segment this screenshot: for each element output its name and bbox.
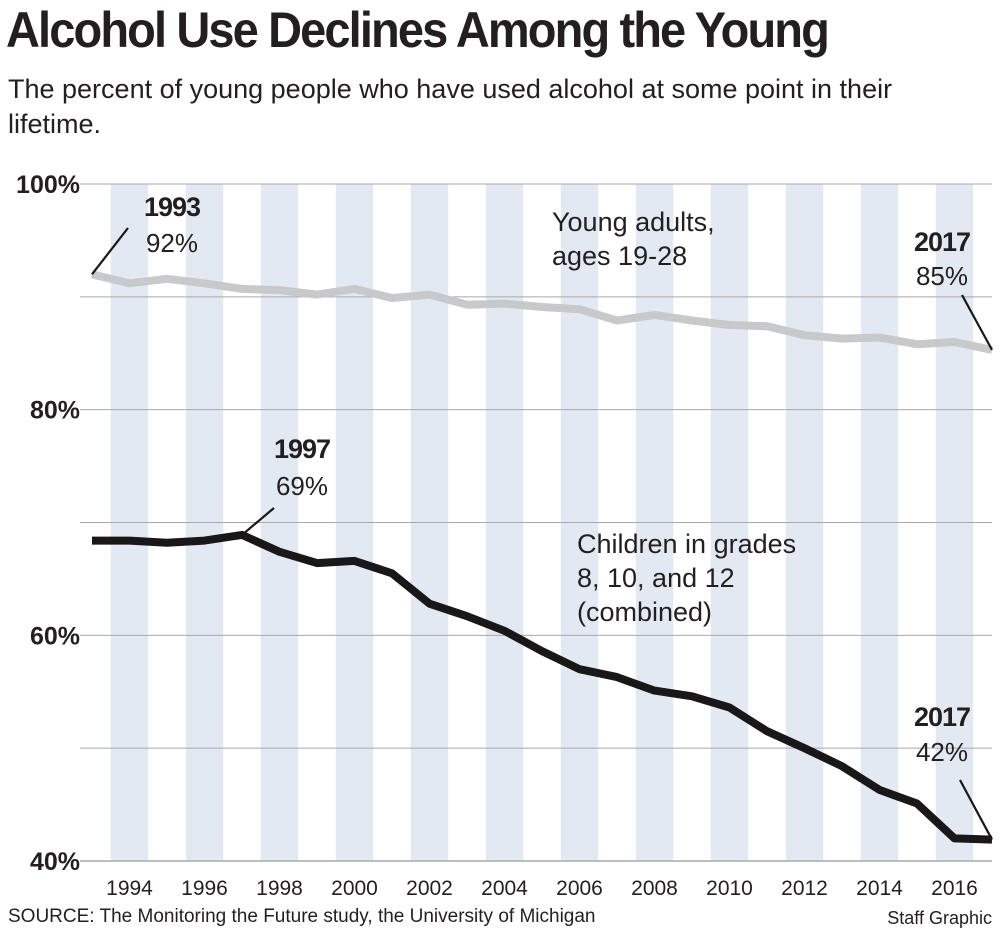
series-label-line: ages 19-28 bbox=[552, 241, 687, 271]
x-tick-label: 2010 bbox=[706, 877, 753, 900]
gridlines bbox=[80, 183, 992, 862]
annotation-year: 2017 bbox=[914, 702, 970, 732]
x-tick-label: 2000 bbox=[331, 877, 378, 900]
source-note: SOURCE: The Monitoring the Future study,… bbox=[8, 906, 596, 927]
annotation-leader bbox=[961, 294, 993, 351]
series-line-young-adults bbox=[91, 270, 993, 354]
x-axis-ticks: 1994 1996 1998 2000 2002 2004 2006 2008 2010 2012… bbox=[106, 877, 978, 900]
annotation-leaders bbox=[91, 227, 993, 841]
chart-subtitle: The percent of young people who have use… bbox=[8, 74, 893, 139]
x-tick-label: 2012 bbox=[781, 877, 828, 900]
series-lines bbox=[91, 270, 993, 844]
annotation-value: 85% bbox=[916, 261, 968, 291]
x-tick-label: 2008 bbox=[631, 877, 678, 900]
series-label: Young adults, ages 19-28 bbox=[552, 207, 715, 271]
x-tick-label: 1998 bbox=[256, 877, 303, 900]
annotation-leader bbox=[241, 507, 275, 536]
annotation-year: 1997 bbox=[274, 434, 330, 464]
y-tick-label: 60% bbox=[30, 622, 80, 650]
x-tick-label: 2016 bbox=[931, 877, 978, 900]
y-axis-ticks: 100% 80% 60% 40% bbox=[16, 171, 80, 876]
series-label: Children in grades 8, 10, and 12 (combined… bbox=[577, 529, 796, 627]
series-line-children bbox=[92, 530, 993, 844]
annotation-value: 92% bbox=[146, 228, 198, 258]
annotation-year: 2017 bbox=[914, 227, 970, 257]
series-label-line: Children in grades bbox=[577, 529, 796, 559]
annotation-value: 42% bbox=[916, 737, 968, 767]
series-label-line: Young adults, bbox=[552, 207, 715, 237]
chart-title: Alcohol Use Declines Among the Young bbox=[6, 2, 830, 58]
credit-note: Staff Graphic bbox=[887, 908, 992, 928]
x-tick-label: 1994 bbox=[106, 877, 153, 900]
series-label-line: 8, 10, and 12 bbox=[577, 563, 735, 593]
x-tick-label: 2004 bbox=[481, 877, 528, 900]
x-tick-label: 2014 bbox=[856, 877, 903, 900]
annotation-year: 1993 bbox=[144, 192, 201, 222]
line-chart: 100% 80% 60% 40% 1994 1996 1998 2000 2002 2004 20… bbox=[16, 171, 993, 900]
series-label-line: (combined) bbox=[577, 597, 712, 627]
annotation-leader bbox=[91, 227, 129, 275]
annotation-leader bbox=[959, 779, 993, 841]
x-tick-label: 1996 bbox=[181, 877, 228, 900]
x-tick-label: 2006 bbox=[556, 877, 603, 900]
y-tick-label: 100% bbox=[16, 171, 80, 199]
x-tick-label: 2002 bbox=[406, 877, 453, 900]
y-tick-label: 40% bbox=[30, 848, 80, 876]
annotations: Young adults, ages 19-28 Children in grade… bbox=[144, 192, 971, 767]
y-tick-label: 80% bbox=[30, 397, 80, 425]
annotation-value: 69% bbox=[276, 471, 328, 501]
